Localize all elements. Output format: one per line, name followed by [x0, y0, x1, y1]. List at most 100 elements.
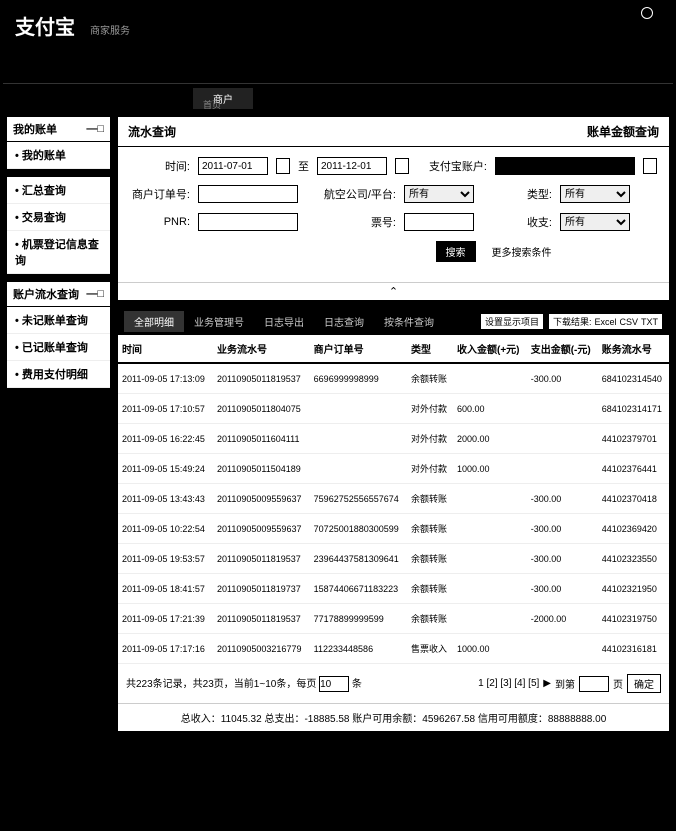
label-type: 类型:: [482, 186, 552, 202]
sidebar-item-trade[interactable]: 交易查询: [7, 204, 110, 231]
table-cell: 600.00: [453, 394, 527, 424]
table-row[interactable]: 2011-09-05 17:21:39201109050118195377717…: [118, 604, 669, 634]
more-conditions-link[interactable]: 更多搜索条件: [492, 244, 552, 259]
table-cell: 售票收入: [407, 634, 453, 664]
page-input[interactable]: [579, 676, 609, 692]
table-row[interactable]: 2011-09-05 15:49:2420110905011504189对外付款…: [118, 454, 669, 484]
tab-cond[interactable]: 按条件查询: [374, 311, 444, 332]
download-csv[interactable]: CSV: [619, 317, 638, 327]
table-row[interactable]: 2011-09-05 19:53:57201109050118195372396…: [118, 544, 669, 574]
per-page-input[interactable]: [319, 676, 349, 692]
label-platform: 航空公司/平台:: [306, 186, 396, 202]
table-row[interactable]: 2011-09-05 18:41:57201109050118197371587…: [118, 574, 669, 604]
nav-tab[interactable]: 商户: [193, 88, 253, 109]
table-row[interactable]: 2011-09-05 17:10:5720110905011804075对外付款…: [118, 394, 669, 424]
calendar-icon-2[interactable]: [395, 158, 409, 174]
table-cell: 44102319750: [598, 604, 669, 634]
download-txt[interactable]: TXT: [641, 317, 658, 327]
table-row[interactable]: 2011-09-05 10:22:54201109050095596377072…: [118, 514, 669, 544]
table-cell: 2011-09-05 19:53:57: [118, 544, 213, 574]
type-select[interactable]: 所有: [560, 185, 630, 203]
sidebar-item-ticket[interactable]: 机票登记信息查询: [7, 231, 110, 274]
table-cell: 20110905011604111: [213, 424, 310, 454]
tab-all[interactable]: 全部明细: [124, 311, 184, 332]
table-cell: 20110905009559637: [213, 514, 310, 544]
collapse-icon[interactable]: —□: [86, 123, 104, 135]
pnr-input[interactable]: [198, 213, 298, 231]
tab-log[interactable]: 日志查询: [314, 311, 374, 332]
table-cell: 44102316181: [598, 634, 669, 664]
table-row[interactable]: 2011-09-05 16:22:4520110905011604111对外付款…: [118, 424, 669, 454]
panel-right-link[interactable]: 账单金额查询: [587, 123, 659, 140]
sidebar-item-unrecorded[interactable]: 未记账单查询: [7, 307, 110, 334]
search-button[interactable]: 搜索: [436, 241, 476, 262]
nav-sub[interactable]: 首页: [203, 98, 221, 111]
table-cell: 44102321950: [598, 574, 669, 604]
table-cell: 2011-09-05 16:22:45: [118, 424, 213, 454]
table-header: 业务流水号: [213, 335, 310, 363]
inout-select[interactable]: 所有: [560, 213, 630, 231]
table-row[interactable]: 2011-09-05 13:43:43201109050095596377596…: [118, 484, 669, 514]
side-section-header-3[interactable]: 账户流水查询 —□: [7, 282, 110, 307]
table-cell: 44102376441: [598, 454, 669, 484]
sidebar-item-recorded[interactable]: 已记账单查询: [7, 334, 110, 361]
results-table: 时间业务流水号商户订单号类型收入金额(+元)支出金额(-元)账务流水号 2011…: [118, 335, 669, 664]
download-label: 下载结果:: [553, 315, 592, 328]
table-cell: 余额转账: [407, 514, 453, 544]
page-unit: 条: [352, 679, 362, 690]
sidebar-item-fee[interactable]: 费用支付明细: [7, 361, 110, 388]
table-cell: 77178899999599: [310, 604, 407, 634]
table-cell: 2011-09-05 17:13:09: [118, 363, 213, 394]
order-input[interactable]: [198, 185, 298, 203]
table-row[interactable]: 2011-09-05 17:17:16201109050032167791122…: [118, 634, 669, 664]
collapse-icon-2[interactable]: —□: [86, 288, 104, 300]
table-cell: 对外付款: [407, 394, 453, 424]
platform-select[interactable]: 所有: [404, 185, 474, 203]
table-header: 账务流水号: [598, 335, 669, 363]
table-cell: [310, 424, 407, 454]
label-ticket: 票号:: [306, 214, 396, 230]
table-cell: 75962752556557674: [310, 484, 407, 514]
sidebar-item-bill[interactable]: 我的账单: [7, 142, 110, 169]
tab-export[interactable]: 日志导出: [254, 311, 314, 332]
download-excel[interactable]: Excel: [594, 317, 616, 327]
sidebar-item-summary[interactable]: 汇总查询: [7, 177, 110, 204]
account-input[interactable]: [495, 157, 635, 175]
date-to-input[interactable]: [317, 157, 387, 175]
label-to: 至: [298, 158, 309, 174]
table-cell: 6696999998999: [310, 363, 407, 394]
page-unit-2: 页: [613, 676, 623, 691]
table-cell: 对外付款: [407, 454, 453, 484]
go-button[interactable]: 确定: [627, 674, 661, 693]
sidebar: 我的账单 —□ 我的账单 汇总查询 交易查询 机票登记信息查询 账户流水查询 —…: [3, 113, 114, 735]
table-cell: 余额转账: [407, 484, 453, 514]
collapse-bar[interactable]: ⌃: [118, 282, 669, 300]
side-section-header-1[interactable]: 我的账单 —□: [7, 117, 110, 142]
label-pnr: PNR:: [130, 216, 190, 228]
table-cell: 2011-09-05 17:17:16: [118, 634, 213, 664]
table-cell: 15874406671183223: [310, 574, 407, 604]
table-cell: 1000.00: [453, 454, 527, 484]
panel-title: 流水查询: [128, 123, 176, 140]
table-cell: 44102379701: [598, 424, 669, 454]
table-cell: 余额转账: [407, 363, 453, 394]
table-cell: -2000.00: [527, 604, 598, 634]
next-page[interactable]: ▶: [543, 678, 551, 689]
page-numbers[interactable]: 1 [2] [3] [4] [5]: [478, 678, 539, 689]
config-columns-button[interactable]: 设置显示项目: [480, 313, 544, 330]
table-cell: [453, 363, 527, 394]
table-row[interactable]: 2011-09-05 17:13:09201109050118195376696…: [118, 363, 669, 394]
table-header: 收入金额(+元): [453, 335, 527, 363]
ticket-input[interactable]: [404, 213, 474, 231]
table-cell: [310, 394, 407, 424]
help-icon[interactable]: [641, 7, 653, 19]
tab-biz[interactable]: 业务管理号: [184, 311, 254, 332]
table-cell: -300.00: [527, 363, 598, 394]
table-cell: -300.00: [527, 484, 598, 514]
dropdown-icon[interactable]: [643, 158, 657, 174]
date-from-input[interactable]: [198, 157, 268, 175]
table-cell: [527, 634, 598, 664]
table-cell: 2011-09-05 13:43:43: [118, 484, 213, 514]
table-cell: [453, 604, 527, 634]
calendar-icon[interactable]: [276, 158, 290, 174]
